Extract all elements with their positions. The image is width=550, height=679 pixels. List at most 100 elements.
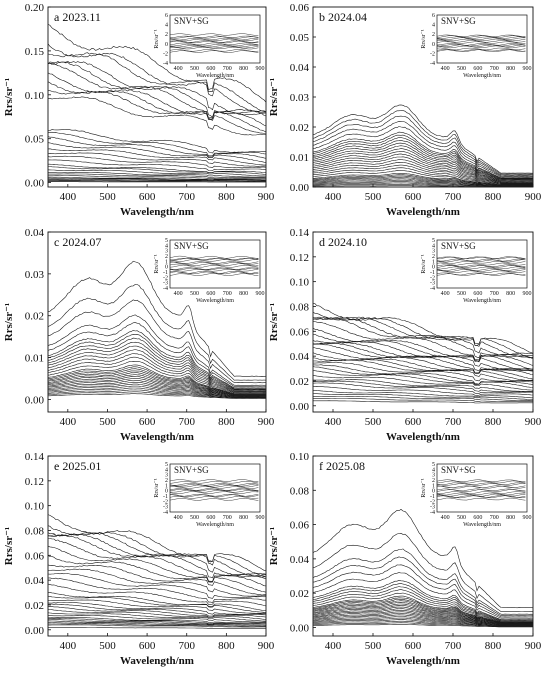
series-group [313, 304, 533, 403]
spectrum-line [313, 344, 533, 373]
inset-y-tick-label: -3 [430, 505, 435, 511]
x-axis-title: Wavelength/nm [120, 431, 194, 443]
x-tick-label: 600 [405, 640, 422, 652]
y-tick-label: 0.12 [25, 476, 44, 488]
y-axis-title: Rrs/sr⁻¹ [268, 303, 280, 341]
inset-y-tick-label: -2 [163, 275, 168, 281]
inset-y-tick-label: 6 [165, 13, 168, 19]
inset-y-title: Rrs/sr⁻¹ [154, 29, 160, 49]
inset-y-tick-label: 1 [165, 483, 168, 489]
y-tick-label: 0.03 [25, 269, 45, 281]
y-tick-label: 0.04 [290, 351, 310, 363]
spectrum-line [48, 323, 266, 387]
x-axis-title: Wavelength/nm [386, 206, 460, 218]
inset-x-tick-label: 800 [239, 291, 248, 297]
x-tick-label: 600 [405, 191, 422, 203]
series-group [313, 105, 533, 186]
y-tick-label: 0.06 [290, 2, 310, 14]
inset-y-tick-label: 0 [432, 489, 435, 495]
x-tick-label: 400 [60, 640, 77, 652]
inset-y-tick-label: 6 [432, 13, 435, 19]
inset-y-tick-label: 0 [432, 265, 435, 271]
inset-y-tick-label: 4 [432, 243, 435, 249]
inset-x-tick-label: 400 [174, 291, 183, 297]
inset-y-tick-label: 4 [432, 467, 435, 473]
inset-label: SNV+SG [174, 16, 209, 26]
y-tick-label: 0.15 [25, 46, 45, 58]
spectrum-line [48, 569, 266, 596]
inset-y-tick-label: 4 [432, 23, 435, 29]
inset-y-tick-label: 3 [432, 473, 435, 479]
inset-y-tick-label: -3 [163, 505, 168, 511]
inset-x-tick-label: 700 [223, 291, 232, 297]
inset-x-title: Wavelength/nm [463, 73, 501, 79]
x-axis-title: Wavelength/nm [120, 655, 194, 667]
inset-y-tick-label: 2 [432, 254, 435, 260]
inset-y-tick-label: 3 [165, 249, 168, 255]
inset-x-tick-label: 700 [490, 515, 499, 521]
spectrum-line [313, 347, 533, 375]
inset-x-tick-label: 500 [190, 66, 199, 72]
spectrum-line [48, 97, 266, 135]
inset-y-tick-label: 2 [165, 254, 168, 260]
panel-label: d 2024.10 [319, 235, 367, 249]
x-tick-label: 600 [139, 640, 156, 652]
y-tick-label: 0.08 [290, 301, 310, 313]
x-tick-label: 400 [60, 416, 77, 428]
y-axis-title: Rrs/sr⁻¹ [3, 527, 15, 565]
x-tick-label: 400 [325, 640, 342, 652]
inset-x-title: Wavelength/nm [196, 298, 234, 304]
inset-y-tick-label: -3 [430, 281, 435, 287]
spectrum-line [48, 535, 266, 578]
inset-y-tick-label: 0 [165, 265, 168, 271]
inset-y-tick-label: -1 [430, 494, 435, 500]
inset-y-tick-label: -1 [163, 494, 168, 500]
inset-y-tick-label: -4 [430, 286, 435, 292]
inset-x-tick-label: 500 [190, 515, 199, 521]
x-tick-label: 500 [365, 416, 382, 428]
inset-x-tick-label: 400 [174, 66, 183, 72]
x-tick-label: 500 [99, 416, 116, 428]
inset-x-title: Wavelength/nm [196, 73, 234, 79]
x-tick-label: 900 [258, 191, 275, 203]
inset-x-tick-label: 800 [239, 66, 248, 72]
spectrum-line [48, 556, 266, 593]
inset-y-tick-label: 5 [165, 238, 168, 244]
x-tick-label: 500 [365, 191, 382, 203]
inset-x-tick-label: 600 [206, 291, 215, 297]
inset-x-tick-label: 700 [223, 515, 232, 521]
inset-y-tick-label: 0 [165, 489, 168, 495]
inset-x-tick-label: 800 [239, 515, 248, 521]
spectrum-line [48, 627, 266, 628]
y-tick-label: 0.20 [25, 2, 45, 14]
inset-label: SNV+SG [174, 241, 209, 251]
y-tick-label: 0.00 [25, 178, 45, 190]
inset-x-tick-label: 700 [223, 66, 232, 72]
inset-x-tick-label: 400 [174, 515, 183, 521]
x-tick-label: 900 [525, 416, 542, 428]
inset-y-tick-label: -1 [430, 270, 435, 276]
y-tick-label: 0.02 [25, 600, 44, 612]
y-axis-title: Rrs/sr⁻¹ [268, 78, 280, 116]
inset-x-tick-label: 400 [441, 291, 450, 297]
y-tick-label: 0.02 [290, 376, 309, 388]
y-axis-title: Rrs/sr⁻¹ [3, 78, 15, 116]
inset-x-tick-label: 900 [256, 291, 265, 297]
x-tick-label: 900 [258, 416, 275, 428]
inset-x-tick-label: 700 [490, 66, 499, 72]
spectrum-line [48, 137, 266, 159]
y-tick-label: 0.10 [290, 277, 310, 289]
x-tick-label: 800 [218, 416, 235, 428]
inset-x-tick-label: 900 [256, 66, 265, 72]
spectrum-line [313, 149, 533, 181]
inset-label: SNV+SG [441, 16, 476, 26]
inset-y-tick-label: -2 [163, 51, 168, 57]
x-tick-label: 600 [139, 191, 156, 203]
inset-x-tick-label: 500 [457, 291, 466, 297]
y-tick-label: 0.04 [290, 62, 310, 74]
spectrum-line [48, 63, 266, 119]
spectrum-line [313, 304, 533, 354]
